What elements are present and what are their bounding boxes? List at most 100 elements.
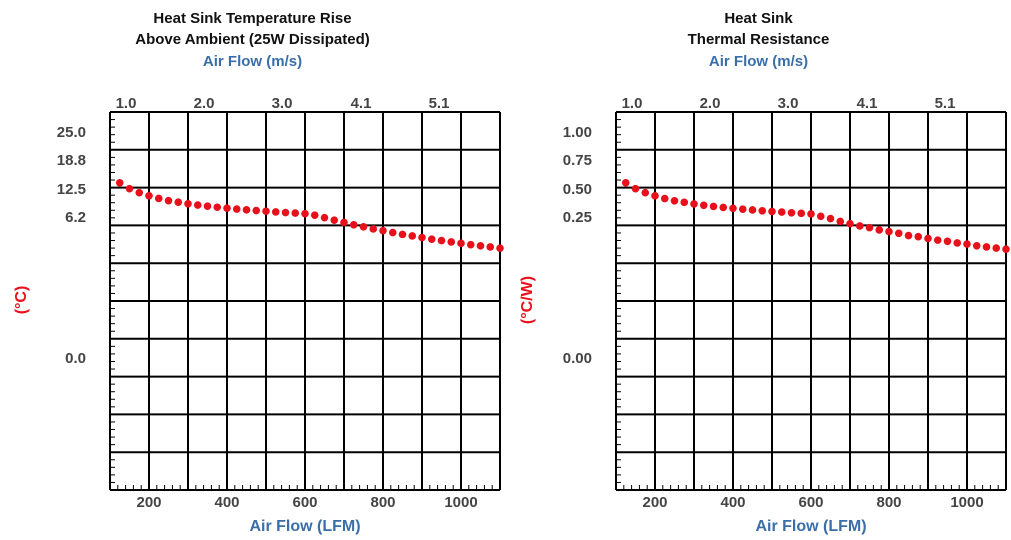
data-point bbox=[963, 240, 971, 248]
data-point bbox=[496, 244, 504, 252]
data-point bbox=[729, 204, 737, 213]
chart-title: Heat Sink Temperature Rise bbox=[153, 10, 352, 27]
data-point bbox=[933, 236, 942, 244]
data-point bbox=[914, 232, 923, 241]
data-point bbox=[457, 239, 465, 248]
data-point bbox=[398, 230, 407, 239]
data-point bbox=[680, 198, 689, 207]
data-point bbox=[476, 242, 485, 250]
data-point bbox=[466, 240, 475, 249]
x-axis-label: Air Flow (LFM) bbox=[249, 518, 360, 535]
data-point bbox=[670, 196, 679, 205]
top-tick-label: 3.0 bbox=[778, 95, 799, 112]
data-point bbox=[252, 206, 261, 215]
top-tick-label: 4.1 bbox=[857, 95, 878, 112]
data-point bbox=[641, 188, 650, 197]
data-point bbox=[865, 223, 874, 232]
chart-subtitle: Thermal Resistance bbox=[687, 31, 830, 48]
data-point bbox=[777, 208, 786, 216]
temperature-rise-plot: 25.0 18.8 12.5 6.2 0.0 1.0 2.0 3.0 4.1 5.1 200 400 6… bbox=[13, 95, 504, 535]
top-tick-label: 1.0 bbox=[622, 95, 643, 112]
y-tick-label: 0.0 bbox=[65, 350, 86, 367]
data-point bbox=[797, 209, 806, 218]
data-point bbox=[709, 202, 718, 211]
data-point bbox=[690, 200, 698, 208]
data-point bbox=[310, 211, 319, 219]
data-point bbox=[631, 184, 640, 193]
data-point bbox=[875, 226, 884, 234]
top-tick-label: 4.1 bbox=[351, 95, 372, 112]
x-tick-label: 800 bbox=[876, 494, 901, 511]
y-tick-label: 12.5 bbox=[57, 181, 86, 198]
data-point bbox=[924, 234, 932, 243]
data-point bbox=[1002, 245, 1010, 254]
x-tick-label: 600 bbox=[798, 494, 823, 511]
data-point bbox=[651, 192, 659, 200]
data-point bbox=[213, 203, 222, 212]
x-tick-label: 1000 bbox=[950, 494, 983, 511]
data-point bbox=[145, 191, 153, 200]
top-tick-label: 1.0 bbox=[116, 95, 137, 112]
x-tick-label: 400 bbox=[214, 494, 239, 511]
data-point bbox=[262, 207, 270, 216]
data-point bbox=[184, 199, 192, 208]
data-point bbox=[340, 218, 348, 227]
y-axis-label: (°C) bbox=[13, 286, 30, 315]
data-point bbox=[992, 244, 1001, 252]
y-tick-label: 6.2 bbox=[65, 209, 86, 226]
data-point bbox=[242, 206, 251, 214]
data-point bbox=[447, 238, 456, 246]
x-tick-label: 200 bbox=[136, 494, 161, 511]
data-point bbox=[281, 208, 290, 217]
data-point bbox=[953, 239, 962, 247]
data-point bbox=[271, 208, 280, 216]
data-point bbox=[320, 213, 329, 222]
data-point bbox=[418, 233, 426, 242]
data-point bbox=[748, 206, 757, 214]
data-point bbox=[349, 220, 358, 229]
data-point bbox=[758, 206, 767, 215]
data-point bbox=[223, 204, 231, 212]
data-point bbox=[115, 178, 124, 187]
data-point bbox=[301, 209, 309, 218]
data-point bbox=[660, 194, 669, 203]
x-tick-label: 200 bbox=[642, 494, 667, 511]
data-point bbox=[699, 201, 708, 210]
thermal-resistance-plot: 1.00 0.75 0.50 0.25 0.00 1.0 2.0 3.0 4.1 5.1 200 40… bbox=[519, 95, 1010, 535]
data-point bbox=[787, 208, 796, 217]
data-point bbox=[807, 210, 815, 218]
chart-panel-temperature-rise: Heat Sink Temperature Rise Above Ambient… bbox=[0, 0, 505, 540]
chart-title: Heat Sink bbox=[724, 10, 793, 27]
data-point bbox=[164, 196, 173, 205]
data-point bbox=[408, 232, 417, 240]
data-point bbox=[154, 194, 163, 203]
y-tick-label: 0.00 bbox=[563, 350, 592, 367]
top-tick-label: 5.1 bbox=[429, 95, 450, 112]
data-point bbox=[203, 202, 212, 211]
data-point bbox=[193, 201, 202, 209]
data-point bbox=[135, 188, 144, 197]
data-point bbox=[125, 184, 134, 193]
data-point bbox=[291, 209, 300, 217]
data-point bbox=[719, 203, 728, 212]
data-point bbox=[330, 216, 339, 224]
data-point bbox=[621, 178, 630, 187]
data-point bbox=[855, 222, 864, 230]
top-tick-label: 5.1 bbox=[935, 95, 956, 112]
data-point bbox=[427, 235, 436, 243]
y-tick-label: 1.00 bbox=[563, 124, 592, 141]
x-tick-label: 400 bbox=[720, 494, 745, 511]
data-point bbox=[894, 229, 903, 238]
x-tick-label: 600 bbox=[292, 494, 317, 511]
x-tick-label: 800 bbox=[370, 494, 395, 511]
chart-subtitle: Above Ambient (25W Dissipated) bbox=[135, 31, 370, 48]
data-point bbox=[379, 226, 387, 235]
top-axis-label: Air Flow (m/s) bbox=[202, 53, 303, 70]
top-tick-label: 2.0 bbox=[194, 95, 215, 112]
data-point bbox=[943, 237, 952, 246]
data-point bbox=[816, 212, 825, 221]
data-point bbox=[359, 223, 368, 231]
data-point bbox=[437, 236, 446, 245]
data-point bbox=[972, 242, 981, 250]
data-point bbox=[388, 228, 397, 237]
